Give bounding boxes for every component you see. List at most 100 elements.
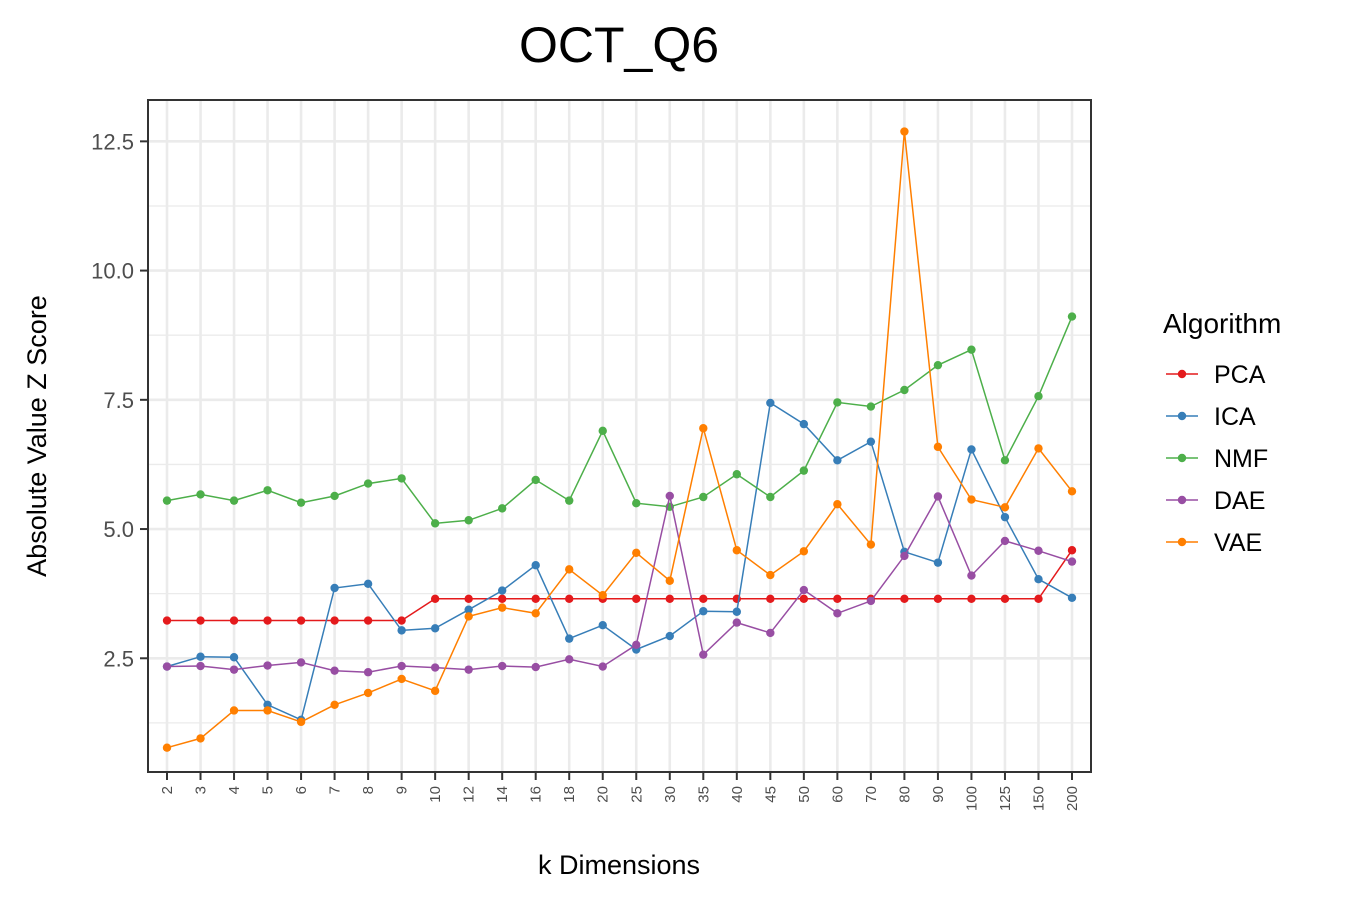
x-tick-label: 5 xyxy=(260,786,277,794)
data-point-ica xyxy=(766,398,775,408)
data-point-dae xyxy=(263,661,272,670)
data-point-vae xyxy=(1067,487,1077,496)
data-point-nmf xyxy=(296,498,306,507)
data-point-nmf xyxy=(632,499,641,508)
legend-key-point xyxy=(1177,369,1187,379)
x-tick-label: 3 xyxy=(193,786,210,794)
data-point-vae xyxy=(1034,444,1043,453)
data-point-dae xyxy=(531,662,540,672)
data-point-pca xyxy=(799,594,809,604)
y-tick-label: 5.0 xyxy=(103,517,134,542)
x-tick-label: 8 xyxy=(360,786,377,794)
data-point-ica xyxy=(732,607,742,616)
data-point-nmf xyxy=(196,490,205,499)
data-point-pca xyxy=(833,594,842,604)
data-point-pca xyxy=(363,616,373,625)
legend-key-point xyxy=(1177,453,1187,463)
data-point-pca xyxy=(263,616,272,625)
legend-label-pca: PCA xyxy=(1214,361,1266,389)
data-point-dae xyxy=(162,662,172,671)
legend-label-ica: ICA xyxy=(1214,403,1256,431)
x-tick-label: 70 xyxy=(863,786,880,803)
data-point-nmf xyxy=(397,474,406,483)
data-point-ica xyxy=(967,445,976,454)
x-tick-label: 12 xyxy=(461,786,478,803)
data-point-ica xyxy=(464,605,473,614)
legend-title: Algorithm xyxy=(1163,308,1281,339)
data-point-pca xyxy=(900,594,909,604)
data-point-nmf xyxy=(1067,312,1077,321)
data-point-nmf xyxy=(766,492,775,502)
series-line-pca xyxy=(167,549,1073,622)
data-point-nmf xyxy=(799,466,809,475)
data-point-nmf xyxy=(1000,456,1010,465)
x-tick-label: 10 xyxy=(427,786,444,803)
data-point-vae xyxy=(598,591,607,600)
data-point-nmf xyxy=(1034,391,1043,401)
data-point-pca xyxy=(1034,594,1043,604)
series-line-nmf xyxy=(166,316,1073,525)
data-point-pca xyxy=(162,616,172,625)
data-point-pca xyxy=(665,594,674,604)
data-point-nmf xyxy=(229,496,239,505)
data-point-dae xyxy=(967,571,976,580)
data-point-ica xyxy=(363,579,373,589)
data-point-pca xyxy=(464,594,473,604)
data-point-vae xyxy=(699,424,708,433)
data-point-pca xyxy=(531,594,540,604)
x-tick-label: 4 xyxy=(226,786,243,794)
data-point-dae xyxy=(665,491,674,501)
legend-label-nmf: NMF xyxy=(1214,445,1268,473)
data-point-vae xyxy=(967,495,976,504)
data-point-nmf xyxy=(531,475,540,485)
data-point-ica xyxy=(229,653,239,662)
x-tick-label: 90 xyxy=(930,786,947,803)
data-point-nmf xyxy=(363,479,373,488)
x-axis: 2 3 4 5 6 7 8 9 10 12 14 16 18 20 25 30 35 40 45 50 60 70 80 90… xyxy=(159,772,1081,811)
data-point-dae xyxy=(933,492,943,501)
data-point-pca xyxy=(296,616,306,625)
data-point-vae xyxy=(363,688,373,698)
data-point-dae xyxy=(732,618,742,627)
data-point-dae xyxy=(900,551,909,561)
data-point-ica xyxy=(430,624,440,633)
data-point-nmf xyxy=(699,492,708,502)
data-point-vae xyxy=(397,674,406,684)
data-point-dae xyxy=(229,665,239,674)
data-point-nmf xyxy=(263,486,272,495)
data-point-ica xyxy=(1000,512,1010,522)
y-tick-label: 10.0 xyxy=(91,259,134,284)
data-point-pca xyxy=(933,594,943,604)
data-point-vae xyxy=(263,706,272,715)
data-point-nmf xyxy=(967,345,976,354)
data-point-vae xyxy=(833,500,842,509)
data-point-nmf xyxy=(866,402,876,411)
data-point-pca xyxy=(229,616,239,625)
y-tick-label: 12.5 xyxy=(91,129,134,154)
data-point-pca xyxy=(699,594,708,604)
series-line-vae xyxy=(166,131,1073,749)
plot-panel-border xyxy=(147,99,1092,773)
data-point-vae xyxy=(732,546,742,555)
data-series xyxy=(162,127,1077,752)
data-point-ica xyxy=(531,561,540,570)
data-point-dae xyxy=(330,666,339,675)
data-point-dae xyxy=(598,662,607,671)
data-point-vae xyxy=(296,717,306,727)
x-tick-label: 30 xyxy=(662,786,679,803)
data-point-vae xyxy=(799,547,809,556)
data-point-ica xyxy=(196,652,205,661)
data-point-ica xyxy=(799,419,809,429)
data-point-nmf xyxy=(565,496,574,505)
data-point-nmf xyxy=(464,516,473,525)
x-tick-label: 45 xyxy=(762,786,779,803)
y-tick-label: 2.5 xyxy=(103,646,134,671)
x-tick-label: 100 xyxy=(963,786,980,811)
data-point-dae xyxy=(1067,557,1077,566)
x-tick-label: 200 xyxy=(1064,786,1081,811)
x-tick-label: 20 xyxy=(595,786,612,803)
data-point-pca xyxy=(430,594,440,604)
data-point-pca xyxy=(632,594,641,604)
data-point-vae xyxy=(162,743,172,752)
